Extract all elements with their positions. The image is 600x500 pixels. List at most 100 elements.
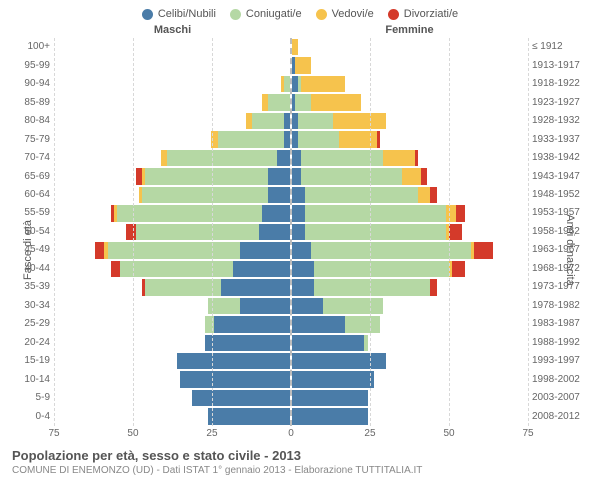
pyramid-row <box>54 407 528 425</box>
male-half <box>54 205 291 221</box>
bar-segment <box>136 224 259 240</box>
female-half <box>291 298 528 314</box>
female-half <box>291 94 528 110</box>
bar-segment <box>452 261 465 277</box>
female-half <box>291 353 528 369</box>
female-half <box>291 316 528 332</box>
bar-segment <box>252 113 283 129</box>
bar-segment <box>305 224 447 240</box>
pyramid-row <box>54 334 528 352</box>
age-label: 60-64 <box>10 186 54 204</box>
bar-segment <box>305 205 447 221</box>
bar-segment <box>402 168 421 184</box>
male-header: Maschi <box>54 24 291 36</box>
bar-segment <box>292 408 368 424</box>
bar-segment <box>311 242 471 258</box>
pyramid-row <box>54 38 528 56</box>
pyramid-row <box>54 75 528 93</box>
birth-label: 1913-1917 <box>528 56 590 74</box>
bar-segment <box>218 131 284 147</box>
birth-label: 1973-1977 <box>528 278 590 296</box>
bar-segment <box>95 242 104 258</box>
bar-segment <box>262 205 290 221</box>
female-half <box>291 390 528 406</box>
birth-label: 2003-2007 <box>528 389 590 407</box>
legend-label: Divorziati/e <box>404 8 458 20</box>
male-half <box>54 57 291 73</box>
x-tick-label: 25 <box>364 428 375 439</box>
male-half <box>54 298 291 314</box>
column-headers: Maschi Femmine <box>10 24 590 36</box>
birth-label: 1948-1952 <box>528 186 590 204</box>
male-half <box>54 76 291 92</box>
chart-footer: Popolazione per età, sesso e stato civil… <box>10 448 590 476</box>
age-label: 65-69 <box>10 167 54 185</box>
birth-label: 1978-1982 <box>528 297 590 315</box>
bar-segment <box>284 131 290 147</box>
legend: Celibi/NubiliConiugati/eVedovi/eDivorzia… <box>10 8 590 20</box>
bar-segment <box>277 150 290 166</box>
bar-segment <box>208 298 239 314</box>
age-label: 80-84 <box>10 112 54 130</box>
age-label: 15-19 <box>10 352 54 370</box>
bar-segment <box>456 205 465 221</box>
legend-label: Vedovi/e <box>332 8 374 20</box>
bar-segment <box>145 279 221 295</box>
bar-segment <box>292 279 314 295</box>
age-label: 25-29 <box>10 315 54 333</box>
male-half <box>54 39 291 55</box>
bar-segment <box>421 168 427 184</box>
male-half <box>54 242 291 258</box>
bar-segment <box>446 205 455 221</box>
bar-segment <box>208 408 290 424</box>
male-half <box>54 261 291 277</box>
x-tick-label: 50 <box>127 428 138 439</box>
bar-segment <box>167 150 277 166</box>
male-half <box>54 279 291 295</box>
male-half <box>54 353 291 369</box>
bar-segment <box>418 187 431 203</box>
bar-segment <box>364 335 367 351</box>
age-label: 70-74 <box>10 149 54 167</box>
birth-label: 1958-1962 <box>528 223 590 241</box>
bar-segment <box>474 242 493 258</box>
birth-label: 1983-1987 <box>528 315 590 333</box>
bar-segment <box>111 261 120 277</box>
x-tick-label: 75 <box>522 428 533 439</box>
bar-segment <box>311 94 361 110</box>
male-half <box>54 408 291 424</box>
bar-segment <box>126 224 135 240</box>
bar-segment <box>240 298 290 314</box>
birth-label: 1993-1997 <box>528 352 590 370</box>
female-half <box>291 224 528 240</box>
legend-swatch <box>388 9 399 20</box>
bar-segment <box>268 168 290 184</box>
bar-segment <box>323 298 383 314</box>
bars-area <box>54 38 528 426</box>
bar-segment <box>192 390 290 406</box>
age-label: 5-9 <box>10 389 54 407</box>
bar-segment <box>383 150 414 166</box>
female-half <box>291 168 528 184</box>
pyramid-row <box>54 389 528 407</box>
bar-segment <box>333 113 386 129</box>
bar-segment <box>292 390 368 406</box>
bar-segment <box>145 168 268 184</box>
bar-segment <box>292 298 323 314</box>
age-label: 30-34 <box>10 297 54 315</box>
bar-segment <box>301 168 402 184</box>
pyramid-row <box>54 278 528 296</box>
legend-swatch <box>230 9 241 20</box>
bar-segment <box>415 150 418 166</box>
birth-label: 1998-2002 <box>528 370 590 388</box>
age-label: 55-59 <box>10 204 54 222</box>
bar-segment <box>233 261 290 277</box>
male-half <box>54 371 291 387</box>
birth-label: 1923-1927 <box>528 93 590 111</box>
female-half <box>291 57 528 73</box>
age-label: 85-89 <box>10 93 54 111</box>
bar-segment <box>292 205 305 221</box>
female-half <box>291 150 528 166</box>
female-half <box>291 371 528 387</box>
x-tick-label: 50 <box>443 428 454 439</box>
